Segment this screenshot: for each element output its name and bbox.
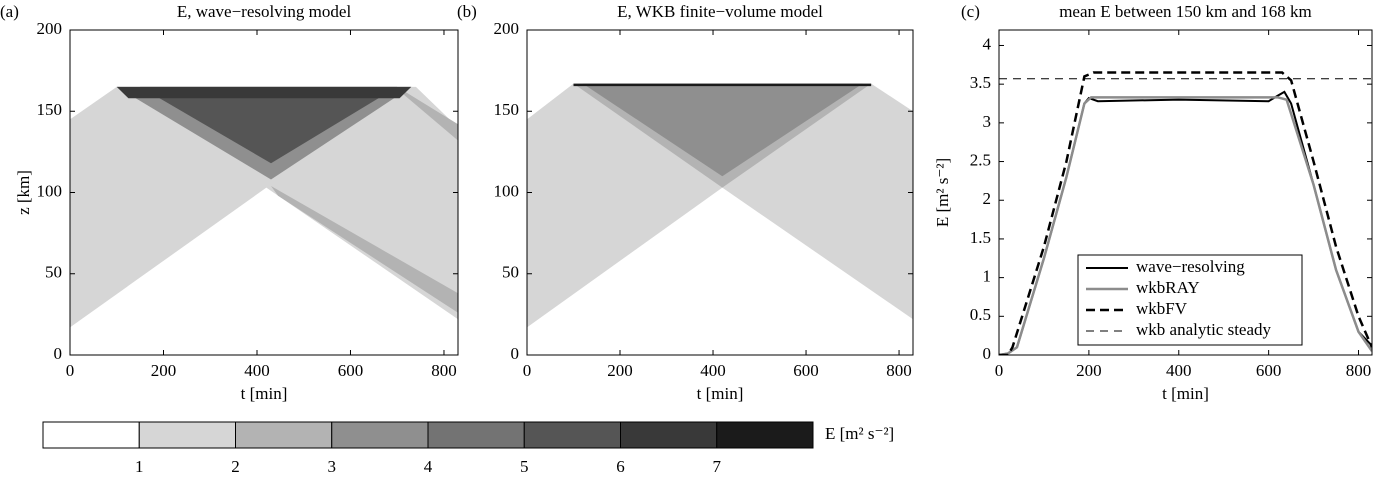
y-tick-label: 0 [983,344,992,363]
y-tick-label: 150 [37,100,63,119]
x-tick-label: 200 [151,361,177,380]
y-tick-label: 0 [54,344,63,363]
contour-region [397,86,458,141]
x-tick-label: 600 [793,361,819,380]
y-tick-label: 2.5 [970,150,991,169]
legend-label: wave−resolving [1136,257,1245,276]
colorbar-tick-label: 3 [328,457,337,476]
y-tick-label: 0 [511,344,520,363]
y-tick-label: 0.5 [970,305,991,324]
colorbar-cell [235,421,333,449]
y-tick-label: 200 [494,19,520,38]
contour-region [140,86,398,164]
colorbar-tick-label: 5 [520,457,529,476]
legend-label: wkb analytic steady [1136,320,1272,339]
y-tick-label: 50 [45,263,62,282]
panel-tag: (b) [457,2,477,21]
panel-tag: (a) [0,2,19,21]
x-tick-label: 600 [1256,361,1282,380]
colorbar-cell [42,421,140,449]
y-tick-label: 3.5 [970,73,991,92]
x-tick-label: 600 [338,361,364,380]
y-tick-label: 1 [983,267,992,286]
panel-tag: (c) [961,2,980,21]
colorbar-label: E [m² s⁻²] [825,424,894,443]
x-tick-label: 400 [244,361,270,380]
x-tick-label: 200 [1076,361,1102,380]
colorbar-cell [427,421,525,449]
legend-box [1077,254,1303,346]
colorbar-cell [331,421,429,449]
colorbar-tick-label: 6 [616,457,625,476]
x-tick-label: 0 [523,361,532,380]
panel-title: mean E between 150 km and 168 km [1059,2,1312,21]
x-axis-label: t [min] [241,384,288,403]
y-axis-label: z [km] [14,170,33,215]
colorbar-tick-label: 4 [424,457,433,476]
x-tick-label: 0 [995,361,1004,380]
legend-label: wkbRAY [1136,278,1200,297]
y-tick-label: 2 [983,189,992,208]
y-tick-label: 3 [983,112,992,131]
colorbar-tick-label: 7 [713,457,722,476]
series-line [999,96,1372,355]
plot-area [70,86,458,328]
legend-label: wkbFV [1136,299,1188,318]
plot-area [999,71,1372,355]
x-tick-label: 400 [1166,361,1192,380]
y-tick-label: 100 [494,181,520,200]
colorbar-tick-label: 2 [231,457,240,476]
colorbar-tick-label: 1 [135,457,144,476]
colorbar-cell [716,421,814,449]
contour-region [582,83,863,177]
axes-frame [998,29,1373,356]
colorbar-cell [620,421,718,449]
y-tick-label: 100 [37,181,63,200]
y-tick-label: 50 [502,263,519,282]
x-tick-label: 800 [431,361,457,380]
colorbar-cell [138,421,236,449]
x-axis-label: t [min] [697,384,744,403]
panel-title: E, wave−resolving model [177,2,352,21]
panel-title: E, WKB finite−volume model [617,2,823,21]
x-tick-label: 0 [66,361,75,380]
y-tick-label: 1.5 [970,228,991,247]
y-tick-label: 200 [37,19,63,38]
contour-region [116,86,412,99]
contour-region [271,186,458,313]
y-tick-label: 4 [983,34,992,53]
contour-region [527,83,913,328]
y-axis-label: E [m² s⁻²] [933,158,952,227]
series-line [999,71,1372,355]
colorbar-cell [523,421,621,449]
x-tick-label: 400 [700,361,726,380]
x-tick-label: 800 [1346,361,1372,380]
y-tick-label: 150 [494,100,520,119]
x-tick-label: 200 [607,361,633,380]
plot-area [527,83,913,328]
x-tick-label: 800 [886,361,912,380]
contour-region [70,86,458,328]
contour-region [573,83,872,87]
x-axis-label: t [min] [1162,384,1209,403]
